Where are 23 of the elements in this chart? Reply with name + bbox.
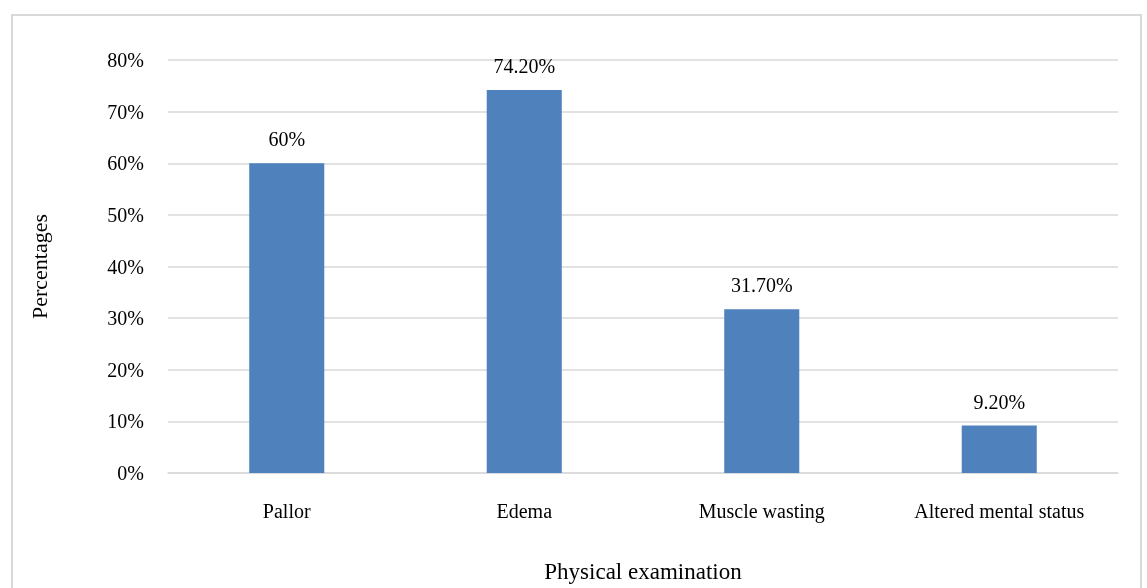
- y-tick-label: 60%: [107, 152, 144, 175]
- y-tick-label: 0%: [117, 462, 144, 484]
- y-tick-label: 10%: [107, 410, 144, 433]
- y-tick-label: 30%: [107, 307, 144, 330]
- data-label: 9.20%: [973, 390, 1026, 413]
- data-label: 31.70%: [730, 274, 793, 297]
- bar: [961, 425, 1037, 473]
- x-tick-label: Pallor: [262, 500, 311, 522]
- y-tick-label: 50%: [107, 203, 144, 226]
- x-axis-title: Physical examination: [544, 559, 743, 584]
- bar: [486, 89, 562, 473]
- data-label: 74.20%: [493, 54, 556, 77]
- y-tick-label: 70%: [107, 100, 144, 123]
- y-tick-label: 80%: [107, 49, 144, 71]
- y-axis-title: Percentages: [26, 213, 52, 320]
- bar: [249, 163, 325, 473]
- bar: [724, 309, 800, 473]
- x-tick-label: Edema: [496, 500, 553, 522]
- y-tick-label: 20%: [107, 358, 144, 381]
- y-tick-label: 40%: [107, 255, 144, 278]
- x-tick-label: Muscle wasting: [698, 500, 825, 523]
- x-tick-label: Altered mental status: [914, 500, 1085, 522]
- data-label: 60%: [268, 128, 306, 151]
